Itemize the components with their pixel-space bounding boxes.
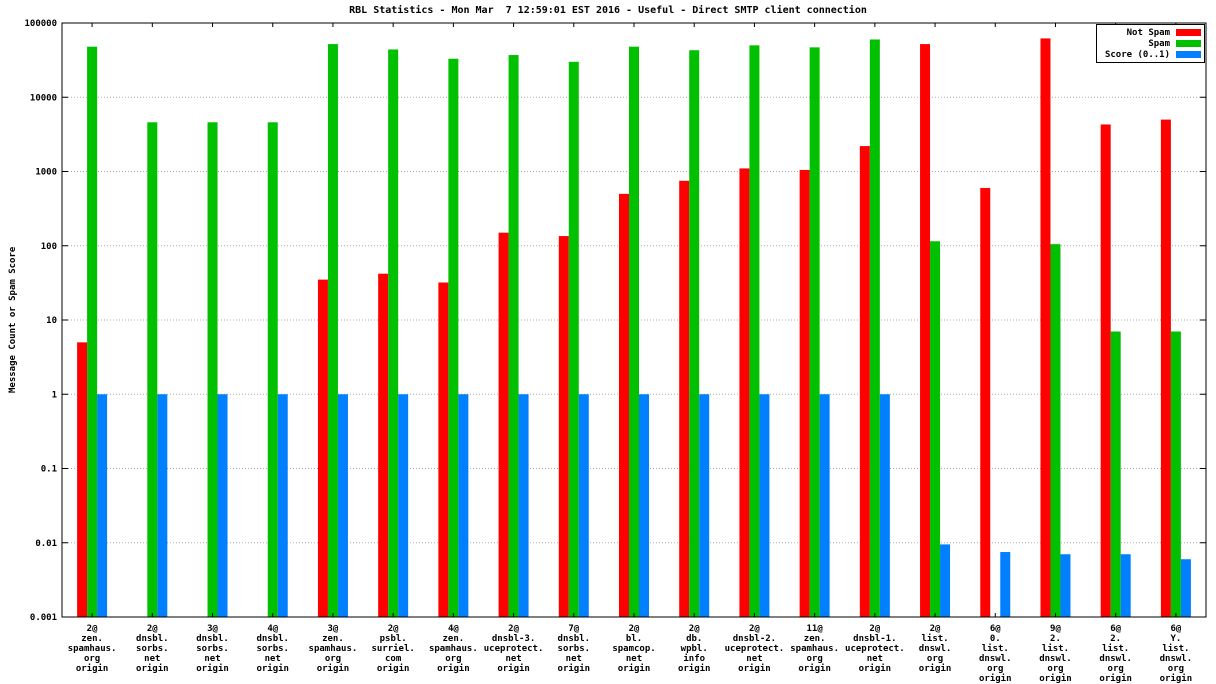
bar-score (759, 394, 770, 617)
x-tick-label: 3@ zen. spamhaus. org origin (309, 624, 358, 674)
x-tick-label: 6@ Y. list. dnswl. org origin (1160, 624, 1193, 684)
x-tick-label: 6@ 0. list. dnswl. org origin (979, 624, 1012, 684)
x-tick-label: 11@ zen. spamhaus. org origin (790, 624, 839, 674)
bar-notspam (378, 273, 389, 617)
x-tick-label: 7@ dnsbl. sorbs. net origin (558, 624, 591, 674)
y-tick-label: 10 (46, 316, 57, 326)
bar-notspam (1100, 124, 1111, 617)
legend-swatch-score-icon (1176, 51, 1201, 58)
y-tick-label: 1000 (35, 168, 57, 178)
legend-swatch-notspam-icon (1176, 29, 1201, 36)
x-tick-label: 9@ 2. list. dnswl. org origin (1039, 624, 1072, 684)
bar-spam (147, 122, 158, 618)
bar-spam (1050, 244, 1061, 617)
x-tick-label: 2@ dnsbl-1. uceprotect. net origin (845, 624, 905, 674)
bar-notspam (980, 187, 991, 617)
bar-notspam (317, 279, 328, 617)
bar-notspam (859, 146, 870, 617)
x-tick-label: 2@ dnsbl-2. uceprotect. net origin (725, 624, 785, 674)
legend-label-notspam: Not Spam (1126, 27, 1170, 38)
x-tick-label: 4@ dnsbl. sorbs. net origin (256, 624, 289, 674)
bar-score (277, 394, 288, 617)
bar-spam (1170, 331, 1181, 617)
bar-spam (930, 241, 941, 618)
bar-notspam (739, 168, 750, 618)
bar-score (639, 394, 649, 617)
bar-score (518, 394, 529, 617)
y-tick-label: 0.1 (41, 465, 57, 475)
bar-score (578, 394, 589, 617)
bar-spam (327, 44, 338, 618)
x-tick-label: 2@ zen. spamhaus. org origin (68, 624, 117, 674)
legend-row-score: Score (0..1) (1105, 49, 1201, 60)
bar-spam (207, 122, 218, 618)
bar-spam (1110, 331, 1121, 617)
bar-score (1180, 559, 1191, 617)
bar-score (1120, 554, 1131, 617)
bar-spam (568, 61, 579, 618)
x-tick-label: 2@ bl. spamcop. net origin (612, 624, 655, 674)
x-tick-label: 4@ zen. spamhaus. org origin (429, 624, 478, 674)
bar-notspam (1160, 119, 1171, 618)
bar-score (217, 394, 228, 617)
bar-score (699, 394, 710, 617)
y-tick-label: 10000 (30, 93, 57, 103)
bar-score (337, 394, 348, 617)
legend: Not Spam Spam Score (0..1) (1095, 24, 1205, 63)
bar-notspam (679, 180, 690, 617)
x-tick-label: 3@ dnsbl. sorbs. net origin (196, 624, 229, 674)
bar-spam (267, 122, 278, 618)
legend-label-spam: Spam (1148, 38, 1170, 49)
bar-score (97, 394, 108, 617)
bar-score (398, 394, 409, 617)
y-tick-label: 1 (52, 390, 57, 400)
bar-spam (749, 45, 760, 617)
bar-score (940, 544, 951, 617)
x-tick-label: 2@ list. dnswl. org origin (919, 624, 952, 674)
bar-score (879, 394, 890, 617)
bar-spam (689, 50, 700, 617)
chart-title: RBL Statistics - Mon Mar 7 12:59:01 EST … (349, 5, 867, 16)
bar-score (157, 394, 168, 617)
bar-spam (87, 46, 98, 617)
bar-spam (388, 49, 399, 618)
bar-notspam (558, 236, 569, 617)
x-tick-label: 2@ dnsbl-3. uceprotect. net origin (484, 624, 544, 674)
bar-notspam (799, 169, 810, 617)
x-tick-label: 6@ 2. list. dnswl. org origin (1099, 624, 1132, 684)
bar-notspam (438, 282, 449, 617)
x-tick-label: 2@ db. wpbl. info origin (678, 624, 711, 674)
x-tick-label: 2@ dnsbl. sorbs. net origin (136, 624, 169, 674)
legend-label-score: Score (0..1) (1104, 49, 1170, 60)
bar-score (819, 394, 830, 617)
bar-notspam (498, 232, 509, 617)
bar-notspam (920, 44, 931, 618)
bar-spam (448, 58, 459, 617)
y-tick-label: 100 (41, 242, 57, 252)
bar-notspam (1040, 38, 1051, 617)
x-tick-label: 2@ psbl. surriel. com origin (371, 624, 414, 674)
bar-spam (809, 47, 820, 617)
legend-row-spam: Spam (1105, 38, 1201, 49)
bar-spam (869, 39, 880, 617)
bar-spam (508, 55, 519, 617)
legend-swatch-spam-icon (1176, 40, 1201, 47)
bar-score (1060, 554, 1071, 617)
y-tick-label: 0.001 (30, 613, 57, 623)
bar-score (458, 394, 469, 617)
bar-score (1000, 552, 1011, 617)
bar-notspam (77, 342, 88, 617)
bar-spam (629, 46, 639, 617)
legend-row-notspam: Not Spam (1105, 27, 1201, 38)
y-tick-label: 0.01 (35, 539, 57, 549)
y-tick-label: 100000 (24, 19, 57, 29)
bar-notspam (619, 193, 629, 617)
